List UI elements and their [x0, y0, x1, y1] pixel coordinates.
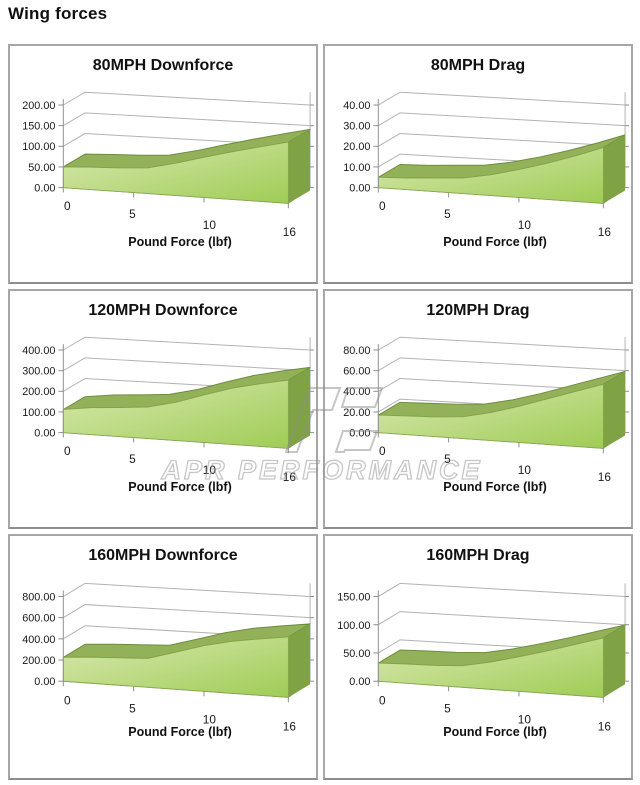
svg-text:0.00: 0.00: [34, 676, 55, 688]
svg-text:20.00: 20.00: [343, 407, 370, 419]
svg-text:16: 16: [283, 719, 297, 733]
svg-text:0.00: 0.00: [34, 428, 55, 440]
svg-text:50.00: 50.00: [343, 648, 370, 660]
page-title: Wing forces: [8, 4, 108, 23]
svg-text:800.00: 800.00: [22, 591, 55, 603]
svg-text:0.00: 0.00: [349, 183, 370, 195]
x-axis-label: Pound Force (lbf): [128, 235, 232, 249]
chart-panel-120mph-drag: 0.00 20.00 40.00 60.00 80.00 0 5 10 16 120MPH Dr…: [323, 289, 633, 529]
svg-text:300.00: 300.00: [22, 366, 55, 378]
svg-text:20.00: 20.00: [343, 141, 370, 153]
svg-text:200.00: 200.00: [22, 655, 55, 667]
svg-text:0: 0: [64, 693, 71, 707]
svg-text:10: 10: [203, 218, 217, 232]
area-chart-80mph-drag: 0.00 10.00 20.00 30.00 40.00 0 5 10 16: [343, 91, 630, 239]
chart-panel-120mph-downforce: 0.00 100.00 200.00 300.00 400.00 0 5 10 16 120MP…: [8, 289, 318, 529]
svg-text:100.00: 100.00: [22, 407, 55, 419]
svg-text:16: 16: [598, 225, 612, 239]
svg-text:5: 5: [444, 701, 451, 715]
svg-text:10: 10: [203, 463, 217, 477]
chart-panel-80mph-downforce: 0.00 50.00 100.00 150.00 200.00 0 5 10 16 80MPH …: [8, 44, 318, 284]
chart-panel-160mph-downforce: 0.00 200.00 400.00 600.00 800.00 0 5 10 16 160MP…: [8, 534, 318, 780]
chart-title: 160MPH Downforce: [88, 547, 238, 564]
chart-title: 80MPH Downforce: [92, 57, 234, 74]
svg-text:150.00: 150.00: [22, 121, 55, 133]
svg-text:10: 10: [518, 712, 532, 726]
svg-text:0: 0: [64, 199, 71, 213]
svg-text:0.00: 0.00: [34, 183, 55, 195]
svg-text:40.00: 40.00: [343, 100, 370, 112]
area-chart-160mph-downforce: 0.00 200.00 400.00 600.00 800.00 0 5 10 16: [22, 582, 315, 734]
svg-text:10.00: 10.00: [343, 162, 370, 174]
svg-text:16: 16: [598, 470, 612, 484]
svg-text:10: 10: [203, 712, 217, 726]
svg-text:400.00: 400.00: [22, 345, 55, 357]
svg-text:10: 10: [518, 463, 532, 477]
area-chart-80mph-downforce: 0.00 50.00 100.00 150.00 200.00 0 5 10 16: [22, 91, 315, 239]
area-chart-160mph-drag: 0.00 50.00 100.00 150.00 0 5 10 16: [337, 582, 630, 734]
chart-title: 120MPH Downforce: [88, 302, 238, 319]
svg-text:5: 5: [129, 701, 136, 715]
svg-text:0: 0: [379, 444, 386, 458]
chart-title: 120MPH Drag: [426, 302, 530, 319]
x-axis-label: Pound Force (lbf): [443, 480, 547, 494]
chart-panel-80mph-drag: 0.00 10.00 20.00 30.00 40.00 0 5 10 16 80MPH Dra…: [323, 44, 633, 284]
svg-text:200.00: 200.00: [22, 100, 55, 112]
svg-text:5: 5: [129, 452, 136, 466]
svg-text:600.00: 600.00: [22, 613, 55, 625]
svg-text:16: 16: [283, 470, 297, 484]
svg-text:0: 0: [64, 444, 71, 458]
svg-text:200.00: 200.00: [22, 386, 55, 398]
x-axis-label: Pound Force (lbf): [128, 725, 232, 739]
charts-grid: 0.00 50.00 100.00 150.00 200.00 0 5 10 16 80MPH …: [8, 44, 633, 780]
svg-text:5: 5: [129, 207, 136, 221]
svg-text:16: 16: [598, 719, 612, 733]
svg-text:80.00: 80.00: [343, 345, 370, 357]
svg-text:5: 5: [444, 452, 451, 466]
x-axis-label: Pound Force (lbf): [128, 480, 232, 494]
svg-text:50.00: 50.00: [28, 162, 55, 174]
svg-text:16: 16: [283, 225, 297, 239]
svg-text:400.00: 400.00: [22, 634, 55, 646]
chart-title: 160MPH Drag: [426, 547, 530, 564]
svg-text:0.00: 0.00: [349, 428, 370, 440]
svg-text:0: 0: [379, 693, 386, 707]
svg-text:100.00: 100.00: [22, 141, 55, 153]
x-axis-label: Pound Force (lbf): [443, 235, 547, 249]
svg-text:40.00: 40.00: [343, 386, 370, 398]
svg-text:0: 0: [379, 199, 386, 213]
svg-text:150.00: 150.00: [337, 591, 370, 603]
svg-text:100.00: 100.00: [337, 620, 370, 632]
svg-text:5: 5: [444, 207, 451, 221]
chart-panel-160mph-drag: 0.00 50.00 100.00 150.00 0 5 10 16 160MPH Drag …: [323, 534, 633, 780]
svg-text:30.00: 30.00: [343, 121, 370, 133]
x-axis-label: Pound Force (lbf): [443, 725, 547, 739]
svg-text:10: 10: [518, 218, 532, 232]
svg-text:0.00: 0.00: [349, 676, 370, 688]
chart-title: 80MPH Drag: [430, 57, 526, 74]
svg-text:60.00: 60.00: [343, 366, 370, 378]
